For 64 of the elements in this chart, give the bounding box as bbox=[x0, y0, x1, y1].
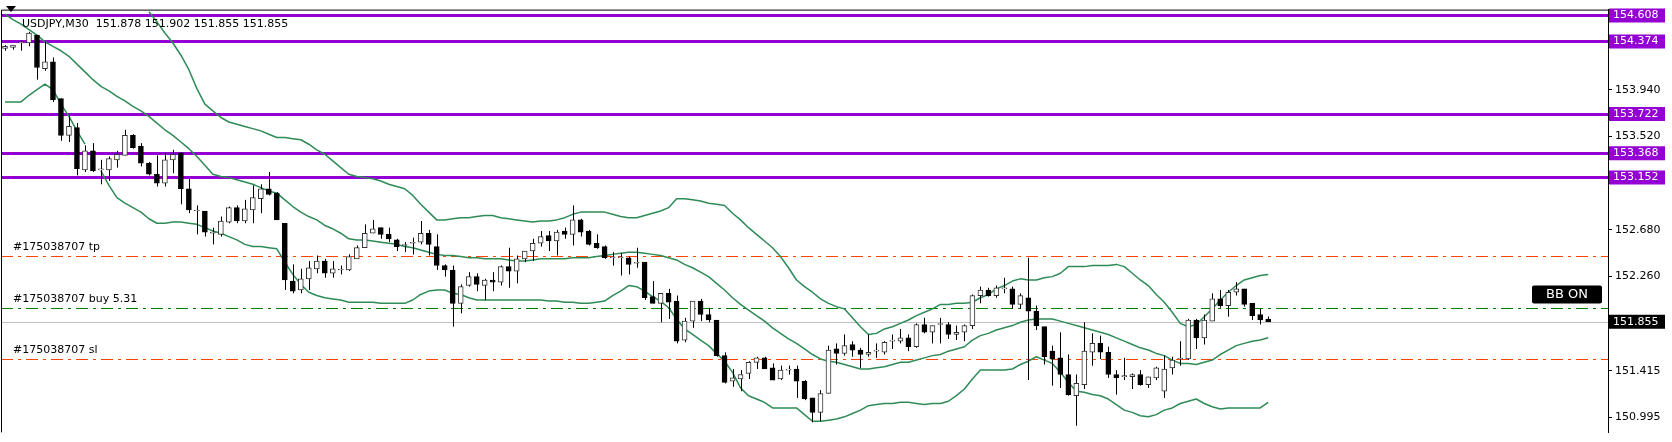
candlestick bbox=[250, 184, 256, 224]
y-tick-label: 150.995 bbox=[1615, 410, 1661, 424]
y-tick-label: 151.415 bbox=[1615, 363, 1661, 377]
candlestick bbox=[617, 252, 624, 277]
candlestick bbox=[1177, 340, 1184, 367]
y-tick-label: 152.680 bbox=[1615, 222, 1661, 236]
ref-line-label: 154.374 bbox=[1613, 34, 1659, 48]
candlestick bbox=[42, 41, 48, 72]
candlestick bbox=[305, 260, 312, 291]
text: BB ON bbox=[1546, 285, 1588, 301]
candlestick bbox=[218, 216, 224, 238]
candlestick bbox=[609, 251, 616, 267]
candlestick bbox=[1209, 292, 1216, 322]
candlestick bbox=[425, 229, 432, 256]
candlestick bbox=[633, 247, 640, 269]
ref-line-label: 153.152 bbox=[1613, 170, 1659, 184]
candlestick bbox=[258, 183, 264, 214]
candlestick bbox=[66, 115, 72, 143]
candlestick bbox=[873, 342, 880, 359]
candlestick bbox=[1089, 332, 1096, 367]
candlestick bbox=[154, 154, 160, 188]
candlestick bbox=[865, 333, 872, 358]
ref-line-label: 153.722 bbox=[1613, 106, 1659, 120]
candlestick bbox=[122, 129, 128, 156]
candlestick bbox=[1161, 355, 1168, 399]
candlestick bbox=[162, 152, 168, 188]
candlestick bbox=[170, 149, 176, 174]
ref-line-label: 151.855 bbox=[1613, 314, 1659, 328]
candlestick bbox=[194, 204, 200, 235]
candlestick bbox=[1225, 289, 1232, 318]
candlestick bbox=[1105, 346, 1112, 379]
ref-line-label: #175038707 sl bbox=[13, 343, 98, 357]
candlestick bbox=[1097, 335, 1104, 360]
ref-line-label: 154.608 bbox=[1613, 8, 1659, 22]
candlestick bbox=[186, 178, 192, 214]
y-tick-label: 152.260 bbox=[1615, 269, 1661, 283]
candlestick bbox=[1113, 369, 1120, 396]
candlestick bbox=[297, 268, 304, 294]
candlestick bbox=[457, 283, 464, 314]
candlestick bbox=[90, 142, 96, 173]
candlestick bbox=[433, 233, 440, 271]
candlestick bbox=[106, 155, 112, 182]
candlestick bbox=[1121, 357, 1128, 381]
candlestick bbox=[417, 220, 424, 245]
y-tick-label: 153.940 bbox=[1615, 82, 1661, 96]
ref-line-label: #175038707 tp bbox=[13, 239, 101, 253]
candlestick bbox=[889, 333, 896, 350]
candlestick bbox=[321, 258, 328, 279]
ref-line-label: 153.368 bbox=[1613, 146, 1659, 160]
candlestick bbox=[505, 247, 512, 289]
candlestick bbox=[361, 223, 368, 249]
candlestick bbox=[1201, 313, 1208, 345]
y-tick-label: 153.520 bbox=[1615, 129, 1661, 143]
candlestick bbox=[138, 142, 144, 167]
candlestick bbox=[202, 210, 208, 238]
candlestick bbox=[513, 254, 520, 284]
candlestick bbox=[289, 263, 296, 294]
candlestick bbox=[489, 271, 496, 292]
candlestick bbox=[481, 278, 488, 301]
ref-line-label: #175038707 buy 5.31 bbox=[13, 292, 138, 306]
candlestick bbox=[1193, 318, 1200, 350]
candlestick bbox=[98, 159, 104, 185]
candlestick bbox=[242, 199, 248, 224]
candlestick bbox=[18, 40, 24, 52]
